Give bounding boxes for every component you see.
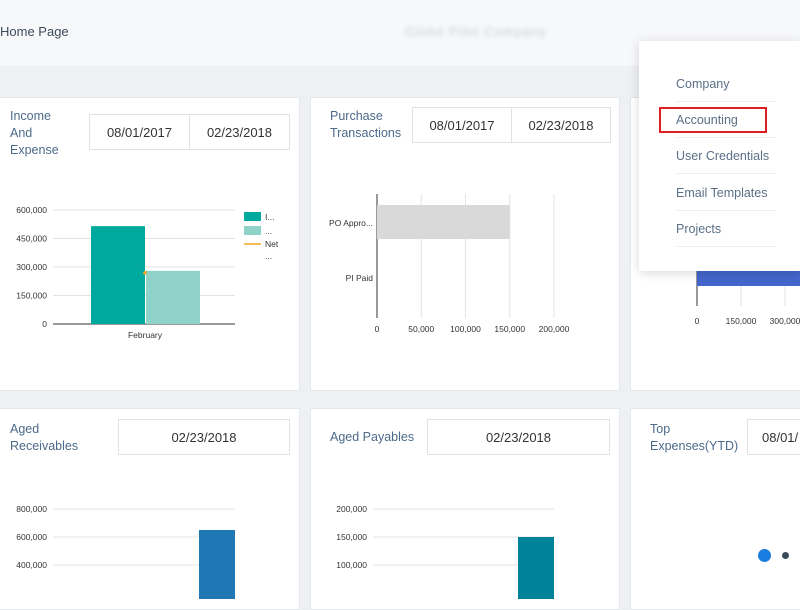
bar (518, 537, 554, 599)
purchase-transactions-card: Purchase Transactions 08/01/2017 02/23/2… (310, 97, 620, 391)
title-line: Transactions (330, 126, 402, 140)
legend-label: I... (265, 212, 274, 222)
bar-income (91, 226, 145, 324)
bar-expense (146, 270, 200, 324)
date-input[interactable]: 02/23/2018 (118, 419, 290, 455)
income-expense-card: Income And Expense 08/01/2017 02/23/2018… (0, 97, 300, 391)
title-line: Aged (10, 422, 40, 436)
legend-label: ... (265, 251, 272, 261)
date-input[interactable]: 02/23/2018 (427, 419, 610, 455)
y-tick-label: PI Paid (346, 273, 374, 283)
legend-swatch-income (244, 212, 261, 221)
date-to-input[interactable]: 02/23/2018 (189, 114, 290, 150)
x-tick-label: 150,000 (494, 324, 525, 334)
date-from-input[interactable]: 08/01/2017 (89, 114, 190, 150)
date-from-input[interactable]: 08/01/ (747, 419, 800, 455)
settings-dropdown-menu: Company Accounting User Credentials Emai… (639, 41, 800, 271)
y-tick-label: 150,000 (336, 532, 367, 542)
income-expense-chart: 0 150,000 300,000 450,000 600,000 February I.… (16, 205, 279, 340)
y-tick-label: 300,000 (16, 262, 47, 272)
x-tick-label: 100,000 (450, 324, 481, 334)
carousel-dot-active[interactable] (758, 549, 771, 562)
card-title: Aged Payables (330, 430, 415, 444)
title-line: And (10, 126, 33, 140)
home-page-link[interactable]: Home Page (0, 24, 69, 39)
title-line: Income (10, 109, 51, 123)
x-tick-label: 200,000 (539, 324, 570, 334)
y-tick-label: 150,000 (16, 291, 47, 301)
x-tick-label: February (128, 330, 163, 340)
y-tick-label: 200,000 (336, 504, 367, 514)
bar (199, 530, 235, 599)
x-tick-label: 150,000 (726, 316, 757, 326)
top-expenses-card: Top Expenses(YTD) 08/01/ (630, 408, 800, 610)
aged-receivables-chart: 800,000 600,000 400,000 (16, 504, 235, 599)
menu-item-company[interactable]: Company (676, 77, 776, 102)
y-tick-label: 450,000 (16, 234, 47, 244)
title-line: Purchase (330, 109, 383, 123)
title-line: Receivables (10, 439, 79, 453)
title-line: Expenses(YTD) (650, 439, 739, 453)
legend-label: ... (265, 226, 272, 236)
carousel-dot[interactable] (782, 552, 789, 559)
aged-payables-card: Aged Payables 02/23/2018 200,000 150,000 1… (310, 408, 620, 610)
menu-item-user-credentials[interactable]: User Credentials (676, 149, 776, 174)
y-tick-label: 0 (42, 319, 47, 329)
third-chart: 0 150,000 300,000 (695, 248, 800, 326)
card-title: Aged Receivables (10, 421, 78, 455)
title-line: Top (650, 422, 671, 436)
date-from-input[interactable]: 08/01/2017 (412, 107, 512, 143)
menu-item-email-templates[interactable]: Email Templates (676, 186, 776, 211)
legend-swatch-expense (244, 226, 261, 235)
date-to-input[interactable]: 02/23/2018 (511, 107, 611, 143)
company-name: Globe Pilot Company (405, 24, 547, 39)
x-tick-label: 0 (695, 316, 700, 326)
card-title: Top Expenses(YTD) (650, 421, 738, 455)
aged-receivables-card: Aged Receivables 02/23/2018 800,000 600,0… (0, 408, 300, 610)
card-title: Income And Expense (10, 108, 59, 159)
x-tick-label: 0 (375, 324, 380, 334)
y-tick-label: 600,000 (16, 532, 47, 542)
legend-label: Net (265, 239, 279, 249)
purchase-chart: 0 50,000 100,000 150,000 200,000 PO Appro... P… (329, 194, 570, 334)
y-tick-label: 800,000 (16, 504, 47, 514)
bar-po-approved (377, 205, 510, 239)
menu-item-accounting[interactable]: Accounting (676, 113, 776, 138)
card-title: Purchase Transactions (330, 108, 401, 142)
y-tick-label: 100,000 (336, 560, 367, 570)
y-tick-label: PO Appro... (329, 218, 373, 228)
x-tick-label: 300,000 (770, 316, 800, 326)
top-bar: Home Page Globe Pilot Company (0, 0, 800, 66)
y-tick-label: 600,000 (16, 205, 47, 215)
aged-payables-chart: 200,000 150,000 100,000 (336, 504, 554, 599)
menu-item-projects[interactable]: Projects (676, 222, 776, 247)
net-point (143, 271, 147, 275)
x-tick-label: 50,000 (408, 324, 434, 334)
title-line: Expense (10, 143, 59, 157)
bar (697, 270, 800, 286)
y-tick-label: 400,000 (16, 560, 47, 570)
highlight-box (659, 107, 767, 133)
